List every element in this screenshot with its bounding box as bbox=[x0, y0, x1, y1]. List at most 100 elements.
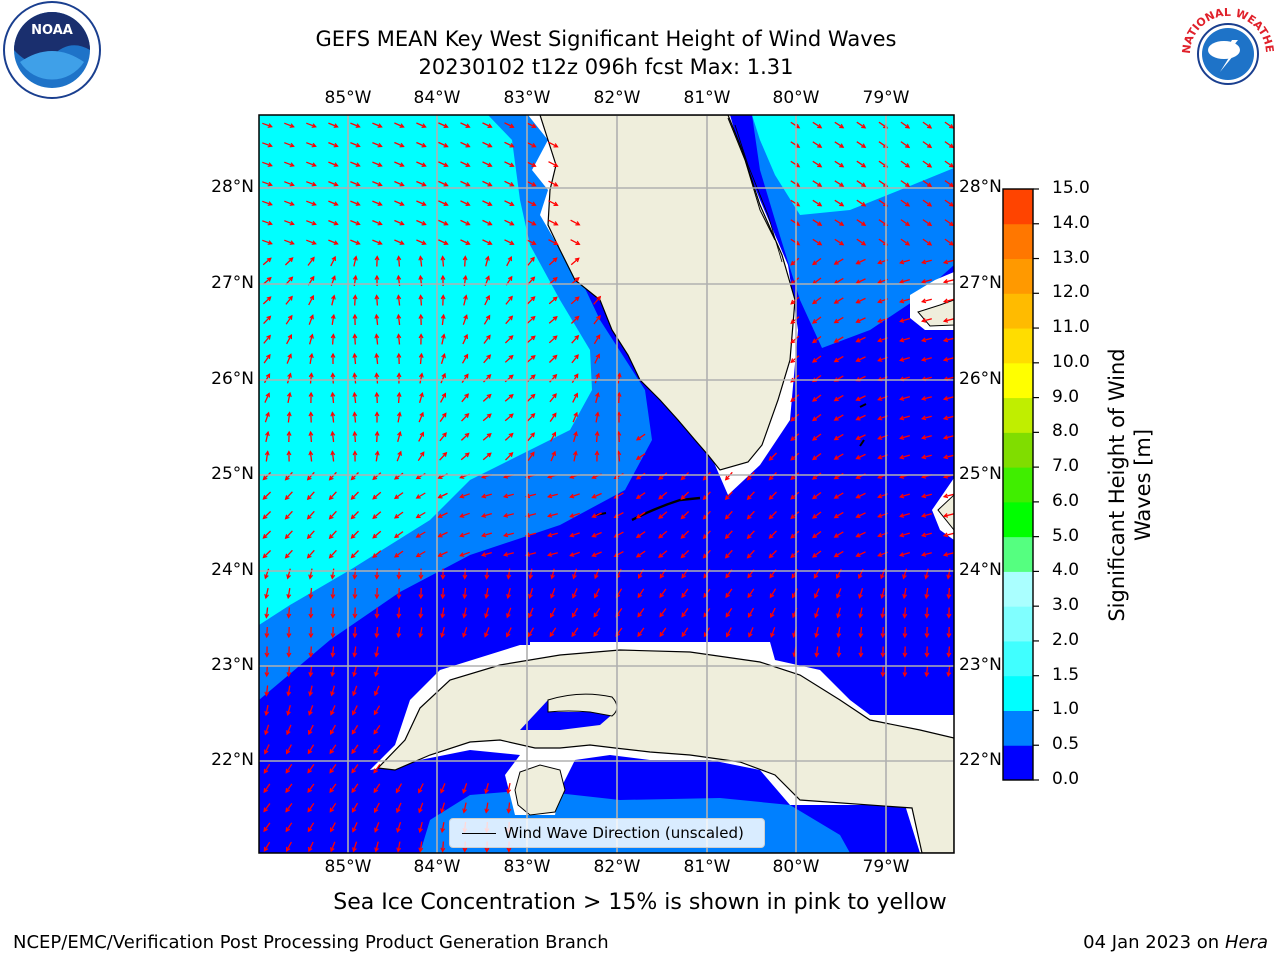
wind-wave-arrow bbox=[285, 315, 293, 325]
wind-wave-arrow bbox=[856, 512, 866, 518]
wind-wave-arrow bbox=[790, 160, 800, 168]
wind-wave-arrowhead bbox=[790, 533, 796, 539]
wind-wave-arrowhead bbox=[681, 573, 687, 579]
wind-wave-arrow bbox=[548, 277, 558, 285]
wind-wave-arrow bbox=[484, 295, 490, 306]
wind-wave-arrowhead bbox=[880, 593, 885, 600]
wind-wave-arrow bbox=[464, 256, 466, 267]
wind-wave-arrowhead bbox=[680, 514, 686, 520]
wind-wave-arrow bbox=[570, 532, 580, 537]
wind-wave-arrowhead bbox=[266, 315, 272, 321]
wind-wave-arrowhead bbox=[770, 632, 775, 638]
wind-wave-arrowhead bbox=[927, 202, 933, 207]
wind-wave-arrowhead bbox=[352, 652, 358, 658]
wind-wave-arrow bbox=[812, 316, 822, 324]
wind-wave-arrow bbox=[943, 435, 954, 439]
wind-wave-arrowhead bbox=[355, 220, 361, 226]
wind-wave-arrow bbox=[504, 219, 514, 226]
wind-wave-arrow bbox=[549, 374, 557, 383]
wind-wave-arrowhead bbox=[289, 201, 295, 206]
wind-wave-arrow bbox=[812, 433, 822, 441]
wind-wave-arrow bbox=[595, 431, 599, 443]
wind-wave-arrow bbox=[572, 393, 578, 403]
lat-label-left-26n: 26°N bbox=[211, 369, 254, 389]
wind-wave-arrow bbox=[922, 552, 932, 556]
wind-wave-arrowhead bbox=[284, 534, 290, 540]
wind-wave-arrowhead bbox=[374, 847, 379, 853]
wind-wave-arrowhead bbox=[308, 352, 314, 359]
wind-wave-arrowhead bbox=[415, 494, 421, 499]
wind-wave-arrow bbox=[482, 413, 492, 422]
wind-wave-arrowhead bbox=[465, 182, 471, 187]
wind-wave-arrow bbox=[507, 568, 511, 579]
wind-wave-arrow bbox=[681, 627, 689, 637]
footer-branch: NCEP/EMC/Verification Post Processing Pr… bbox=[13, 932, 609, 953]
wind-wave-arrow bbox=[526, 316, 536, 324]
wind-wave-arrowhead bbox=[352, 274, 358, 281]
wind-wave-arrow bbox=[328, 122, 338, 128]
wind-wave-arrowhead bbox=[839, 221, 845, 226]
wind-wave-arrow bbox=[328, 219, 338, 226]
wind-wave-arrow bbox=[922, 435, 932, 439]
wind-wave-arrowhead bbox=[308, 691, 313, 697]
lon-label-top-82w: 82°W bbox=[593, 88, 641, 108]
wind-wave-arrowhead bbox=[880, 574, 885, 580]
wind-wave-arrowhead bbox=[393, 553, 399, 558]
wind-wave-arrowhead bbox=[393, 533, 399, 539]
wind-wave-arrow bbox=[417, 451, 425, 462]
wind-wave-arrow bbox=[790, 257, 800, 266]
wind-wave-arrow bbox=[263, 822, 271, 832]
wind-wave-arrowhead bbox=[443, 221, 449, 226]
wind-wave-arrow bbox=[332, 587, 334, 599]
wind-wave-arrowhead bbox=[262, 495, 268, 500]
wind-wave-arrow bbox=[837, 646, 841, 657]
wind-wave-arrowhead bbox=[877, 298, 883, 304]
wind-wave-arrowhead bbox=[811, 494, 817, 500]
lat-label-left-24n: 24°N bbox=[211, 560, 254, 580]
wind-wave-arrowhead bbox=[635, 475, 641, 480]
wind-wave-arrow bbox=[440, 802, 446, 813]
wind-wave-arrow bbox=[350, 180, 360, 187]
wind-wave-arrow bbox=[419, 607, 423, 618]
wind-wave-arrow bbox=[527, 627, 535, 637]
wind-wave-arrow bbox=[614, 512, 624, 518]
wind-wave-arrowhead bbox=[905, 202, 911, 207]
wind-wave-arrowhead bbox=[552, 393, 557, 399]
wind-wave-arrow bbox=[922, 493, 932, 498]
wind-wave-arrowhead bbox=[855, 494, 861, 499]
wind-wave-arrowhead bbox=[486, 413, 492, 419]
wind-wave-arrow bbox=[812, 296, 822, 305]
wind-wave-arrow bbox=[376, 392, 378, 404]
wind-wave-arrow bbox=[570, 512, 580, 518]
wind-wave-arrow bbox=[307, 257, 315, 266]
wind-wave-arrowhead bbox=[308, 391, 314, 397]
wind-wave-arrowhead bbox=[594, 430, 600, 436]
wind-wave-arrowhead bbox=[419, 451, 425, 457]
wind-wave-arrow bbox=[354, 334, 356, 345]
wind-wave-arrowhead bbox=[441, 372, 446, 378]
wind-wave-arrow bbox=[394, 219, 404, 226]
wind-wave-arrowhead bbox=[855, 318, 861, 323]
wind-wave-arrow bbox=[287, 587, 291, 599]
colorbar-tick-label: 6.0 bbox=[1052, 490, 1080, 511]
wind-wave-arrowhead bbox=[855, 474, 861, 479]
wind-wave-arrowhead bbox=[330, 613, 336, 619]
wind-wave-arrowhead bbox=[530, 432, 536, 438]
wind-wave-arrow bbox=[306, 220, 316, 225]
wind-wave-arrowhead bbox=[833, 396, 839, 402]
wind-wave-arrow bbox=[353, 568, 357, 579]
wind-wave-arrowhead bbox=[284, 553, 290, 559]
wind-wave-arrowhead bbox=[421, 162, 427, 167]
wind-wave-arrowhead bbox=[507, 275, 513, 281]
wind-wave-arrow bbox=[331, 646, 335, 657]
wind-wave-arrow bbox=[834, 316, 844, 324]
wind-wave-arrow bbox=[922, 121, 932, 129]
wind-wave-arrow bbox=[351, 530, 359, 539]
wind-wave-arrow bbox=[307, 783, 315, 793]
wind-wave-arrowhead bbox=[440, 808, 445, 814]
wind-wave-arrow bbox=[659, 588, 667, 598]
wind-wave-arrowhead bbox=[596, 314, 601, 320]
wind-wave-arrowhead bbox=[308, 729, 313, 736]
wind-wave-arrow bbox=[485, 783, 489, 793]
wind-wave-arrowhead bbox=[350, 475, 356, 481]
